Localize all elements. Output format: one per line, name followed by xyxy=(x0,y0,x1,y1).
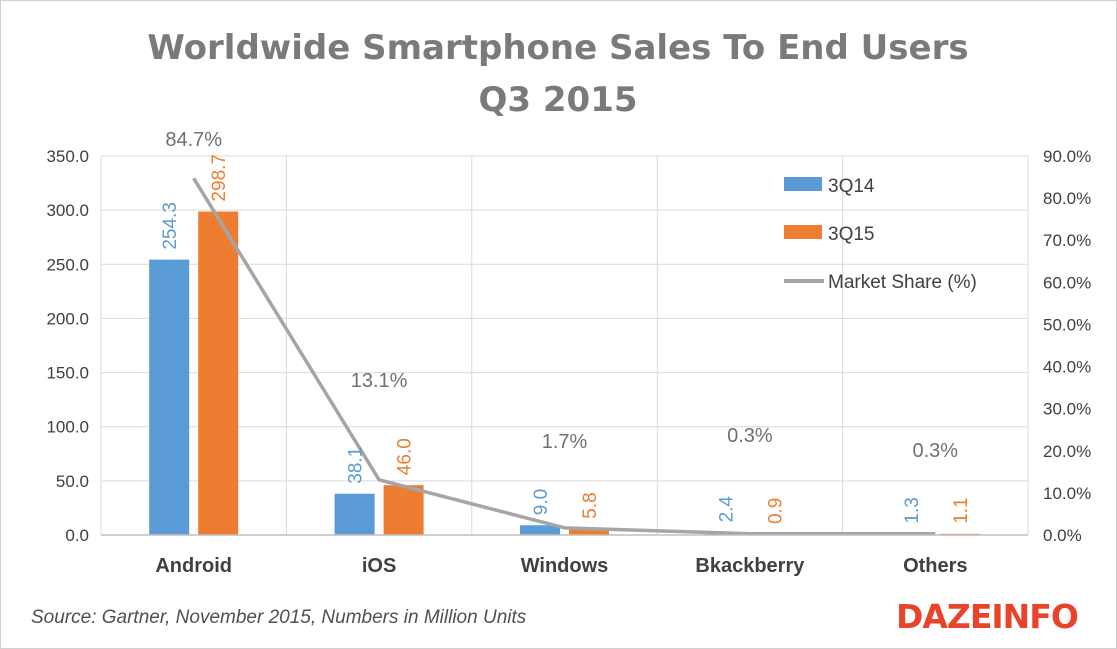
bar-data-label: 5.8 xyxy=(580,492,601,518)
legend-swatch-3q15 xyxy=(784,225,822,239)
bar-data-label: 1.1 xyxy=(951,497,972,523)
bar-data-label: 254.3 xyxy=(160,202,181,250)
category-label: Android xyxy=(155,555,232,577)
data-labels: 254.3 38.1 9.0 2.4 1.3 298.7 46.0 5.8 0.9 1.1 84.7… xyxy=(160,129,972,524)
bars xyxy=(149,211,980,535)
category-label: iOS xyxy=(362,555,396,577)
axes: 0.0 50.0 100.0 150.0 200.0 250.0 300.0 350.0 0.0… xyxy=(46,147,1091,577)
market-share-label: 0.3% xyxy=(727,425,773,447)
bar-3q15 xyxy=(569,528,609,535)
right-tick-label: 10.0% xyxy=(1043,484,1091,503)
right-tick-label: 40.0% xyxy=(1043,358,1091,377)
category-label: Others xyxy=(903,555,967,577)
right-tick-label: 70.0% xyxy=(1043,231,1091,250)
gridlines xyxy=(100,155,1029,536)
source-note: Source: Gartner, November 2015, Numbers … xyxy=(31,607,527,628)
market-share-label: 13.1% xyxy=(351,370,408,392)
bar-data-label: 1.3 xyxy=(902,497,923,523)
bar-data-label: 0.9 xyxy=(765,498,786,524)
dazeinfo-logo: DAZEINFO xyxy=(896,597,1079,636)
bar-3q14 xyxy=(334,493,375,535)
bar-data-label: 298.7 xyxy=(209,154,230,202)
left-tick-label: 0.0 xyxy=(65,526,89,545)
market-share-line xyxy=(192,177,936,536)
legend-entry: Market Share (%) xyxy=(828,272,977,293)
left-tick-label: 350.0 xyxy=(46,147,89,166)
legend-entry: 3Q15 xyxy=(828,224,874,245)
legend: 3Q14 3Q15 Market Share (%) xyxy=(784,176,977,293)
bar-3q15 xyxy=(383,485,424,535)
bar-3q14 xyxy=(149,259,190,535)
right-tick-label: 50.0% xyxy=(1043,315,1091,334)
market-share-polyline xyxy=(192,177,936,536)
bar-3q14 xyxy=(520,525,560,535)
chart-subtitle: Q3 2015 xyxy=(478,80,637,120)
bar-3q15 xyxy=(198,211,239,535)
market-share-label: 1.7% xyxy=(542,431,588,453)
right-tick-label: 60.0% xyxy=(1043,273,1091,292)
chart-title: Worldwide Smartphone Sales To End Users xyxy=(147,28,968,68)
bar-data-label: 9.0 xyxy=(531,489,552,515)
legend-swatch-3q14 xyxy=(784,177,822,191)
bar-data-label: 38.1 xyxy=(346,447,367,484)
category-label: Windows xyxy=(521,555,609,577)
bar-data-label: 46.0 xyxy=(395,438,416,475)
market-share-label: 0.3% xyxy=(913,440,959,462)
right-tick-label: 80.0% xyxy=(1043,189,1091,208)
bar-data-label: 2.4 xyxy=(716,496,737,523)
right-tick-label: 90.0% xyxy=(1043,147,1091,166)
left-tick-label: 150.0 xyxy=(46,364,89,383)
left-tick-label: 300.0 xyxy=(46,201,89,220)
market-share-label: 84.7% xyxy=(165,129,222,151)
category-label: Bkackberry xyxy=(695,555,805,577)
legend-entry: 3Q14 xyxy=(828,176,875,197)
right-tick-label: 30.0% xyxy=(1043,400,1091,419)
left-tick-label: 200.0 xyxy=(46,309,89,328)
right-tick-label: 0.0% xyxy=(1043,526,1082,545)
left-tick-label: 50.0 xyxy=(56,472,89,491)
right-tick-label: 20.0% xyxy=(1043,442,1091,461)
left-tick-label: 100.0 xyxy=(46,418,89,437)
left-tick-label: 250.0 xyxy=(46,255,89,274)
